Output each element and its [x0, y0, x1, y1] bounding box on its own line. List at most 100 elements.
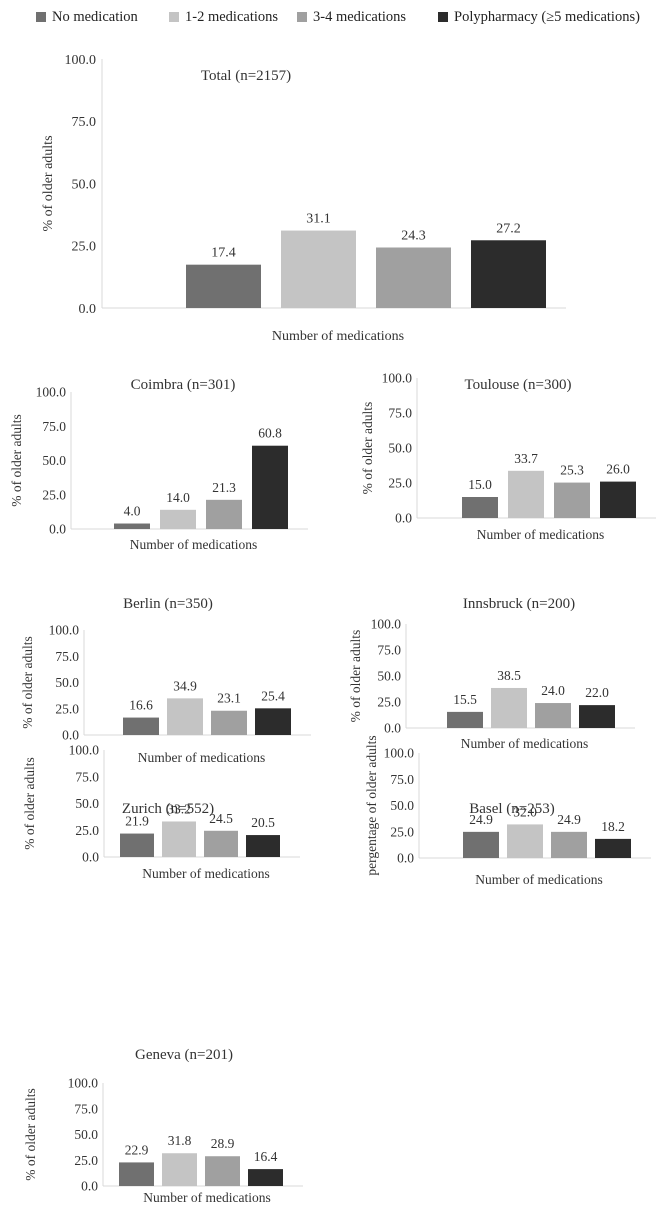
legend-item-1-2-medications: 1-2 medications — [169, 8, 278, 26]
legend-swatch — [438, 12, 448, 22]
y-tick-label: 75.0 — [72, 115, 97, 130]
bar-no-medication — [120, 833, 154, 857]
value-label: 38.5 — [497, 668, 521, 683]
chart-title: Total (n=2157) — [201, 68, 291, 84]
legend-swatch — [297, 12, 307, 22]
legend-label: No medication — [52, 8, 138, 25]
bar-polypharmacy-5-medications — [579, 705, 615, 728]
value-label: 14.0 — [166, 490, 190, 505]
value-label: 34.9 — [173, 678, 197, 693]
bar-1-2-medications — [160, 509, 196, 529]
y-tick-label: 75.0 — [42, 419, 66, 434]
bar-1-2-medications — [508, 470, 544, 518]
y-axis-label: pergentage of older adults — [364, 735, 379, 875]
y-tick-label: 0.0 — [82, 850, 99, 865]
y-tick-label: 50.0 — [75, 796, 99, 811]
chart-title: Innsbruck (n=200) — [463, 596, 575, 612]
y-tick-label: 0.0 — [62, 728, 79, 743]
x-axis-label: Number of medications — [461, 736, 588, 751]
x-axis-label: Number of medications — [138, 750, 265, 765]
value-label: 24.5 — [209, 811, 233, 826]
value-label: 31.1 — [306, 212, 331, 227]
bar-1-2-medications — [281, 230, 356, 308]
y-axis-label: % of older adults — [23, 1088, 38, 1181]
value-label: 28.9 — [211, 1136, 235, 1151]
value-label: 15.5 — [453, 692, 477, 707]
value-label: 17.4 — [211, 246, 236, 261]
y-axis-label: % of older adults — [20, 636, 35, 729]
bar-polypharmacy-5-medications — [600, 481, 636, 518]
value-label: 21.9 — [125, 814, 149, 829]
value-label: 20.5 — [251, 815, 275, 830]
y-tick-label: 100.0 — [371, 617, 402, 632]
y-tick-label: 100.0 — [65, 53, 97, 68]
y-tick-label: 100.0 — [68, 1076, 99, 1091]
legend-item-3-4-medications: 3-4 medications — [297, 8, 406, 26]
y-tick-label: 100.0 — [382, 371, 413, 386]
bar-3-4-medications — [376, 247, 451, 308]
value-label: 33.2 — [167, 801, 191, 816]
value-label: 16.6 — [129, 698, 153, 713]
legend-item-no-medication: No medication — [36, 8, 138, 26]
value-label: 31.8 — [168, 1133, 192, 1148]
y-tick-label: 25.0 — [75, 823, 99, 838]
y-tick-label: 25.0 — [42, 487, 66, 502]
value-label: 24.9 — [469, 812, 493, 827]
value-label: 32.0 — [513, 804, 537, 819]
value-label: 16.4 — [254, 1149, 278, 1164]
bar-1-2-medications — [162, 1153, 197, 1186]
legend-label: 3-4 medications — [313, 8, 407, 25]
x-axis-label: Number of medications — [477, 527, 604, 542]
x-axis-label: Number of medications — [143, 1190, 270, 1205]
y-tick-label: 25.0 — [377, 695, 401, 710]
x-axis-label: Number of medications — [272, 329, 404, 344]
y-tick-label: 25.0 — [388, 476, 412, 491]
y-tick-label: 0.0 — [49, 522, 66, 537]
bar-no-medication — [114, 523, 150, 529]
y-tick-label: 0.0 — [395, 511, 412, 526]
legend-swatch — [169, 12, 179, 22]
chart-title: Coimbra (n=301) — [131, 377, 236, 393]
bar-1-2-medications — [491, 687, 527, 728]
y-tick-label: 25.0 — [390, 824, 414, 839]
y-tick-label: 0.0 — [397, 851, 414, 866]
bar-3-4-medications — [535, 703, 571, 728]
value-label: 24.3 — [401, 228, 426, 243]
x-axis-label: Number of medications — [130, 537, 257, 552]
y-tick-label: 100.0 — [36, 385, 67, 400]
y-axis-label: % of older adults — [9, 414, 24, 507]
y-tick-label: 50.0 — [74, 1127, 98, 1142]
y-axis-label: % of older adults — [348, 630, 363, 723]
y-tick-label: 75.0 — [55, 649, 79, 664]
bar-no-medication — [462, 497, 498, 518]
value-label: 24.9 — [557, 812, 581, 827]
y-axis-label: % of older adults — [22, 757, 37, 850]
y-axis-label: % of older adults — [360, 402, 375, 495]
legend-label: 1-2 medications — [185, 8, 279, 25]
y-tick-label: 0.0 — [79, 302, 97, 317]
chart-title: Toulouse (n=300) — [465, 377, 572, 393]
x-axis-label: Number of medications — [475, 872, 602, 887]
chart-title: Geneva (n=201) — [135, 1047, 233, 1063]
bar-polypharmacy-5-medications — [255, 708, 291, 735]
y-tick-label: 75.0 — [75, 769, 99, 784]
bar-no-medication — [119, 1162, 154, 1186]
y-tick-label: 50.0 — [72, 177, 97, 192]
value-label: 4.0 — [124, 504, 141, 519]
value-label: 26.0 — [606, 462, 630, 477]
y-tick-label: 25.0 — [74, 1153, 98, 1168]
value-label: 15.0 — [468, 477, 492, 492]
y-tick-label: 25.0 — [55, 701, 79, 716]
value-label: 60.8 — [258, 426, 282, 441]
bar-polypharmacy-5-medications — [595, 838, 631, 858]
bar-polypharmacy-5-medications — [471, 240, 546, 308]
y-tick-label: 100.0 — [384, 746, 415, 761]
bar-3-4-medications — [204, 830, 238, 857]
bar-3-4-medications — [554, 482, 590, 518]
value-label: 27.2 — [496, 221, 521, 236]
y-tick-label: 0.0 — [384, 721, 401, 736]
